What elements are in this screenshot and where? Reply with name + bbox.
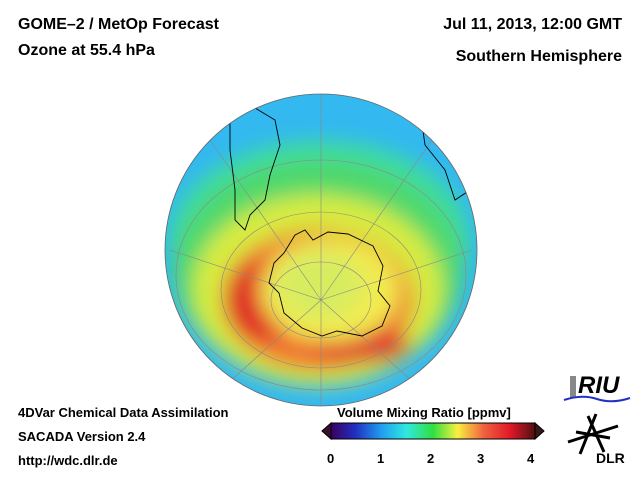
- dlr-logo-text: DLR: [596, 450, 625, 466]
- footer-line2: SACADA Version 2.4: [18, 429, 146, 444]
- colorbar-tick: 2: [427, 451, 435, 466]
- colorbar-tick: 3: [477, 451, 485, 466]
- footer-line1: 4DVar Chemical Data Assimilation: [18, 405, 229, 420]
- colorbar-tick: 1: [377, 451, 385, 466]
- riu-logo: RIU: [562, 372, 632, 404]
- footer-line3: http://wdc.dlr.de: [18, 453, 118, 468]
- colorbar-gradient: [330, 422, 536, 440]
- title-line2: Ozone at 55.4 hPa: [18, 42, 155, 59]
- dlr-logo-mark: [567, 413, 619, 455]
- colorbar: [321, 421, 545, 441]
- date-label: Jul 11, 2013, 12:00 GMT: [443, 16, 622, 33]
- graticule: [169, 94, 473, 406]
- colorbar-tick: 4: [527, 451, 535, 466]
- colorbar-high-arrow: [534, 421, 545, 441]
- title-line1: GOME–2 / MetOp Forecast: [18, 16, 219, 33]
- colorbar-title: Volume Mixing Ratio [ppmv]: [337, 405, 511, 420]
- colorbar-low-arrow: [321, 421, 332, 441]
- colorbar-tick: 0: [327, 451, 335, 466]
- ozone-field: [165, 94, 477, 406]
- riu-logo-text: RIU: [578, 372, 620, 399]
- dlr-logo: DLR: [562, 412, 632, 468]
- region-label: Southern Hemisphere: [455, 48, 622, 65]
- globe-outline: [164, 93, 478, 407]
